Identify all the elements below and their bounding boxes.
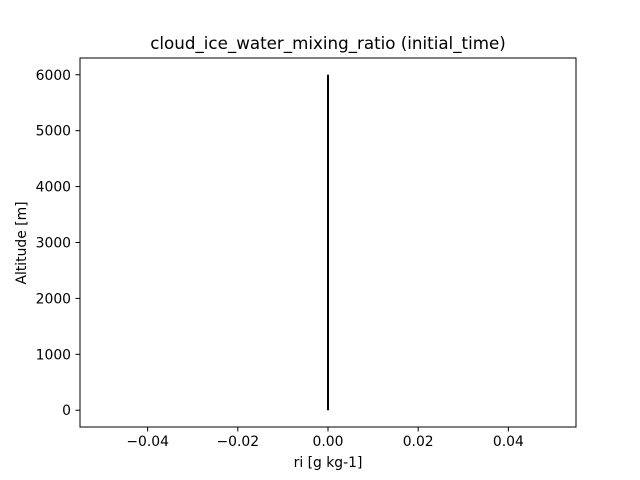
title-layer: cloud_ice_water_mixing_ratio (initial_ti… bbox=[150, 33, 506, 54]
label-layer: ri [g kg-1] Altitude [m] bbox=[14, 201, 362, 471]
x-tick-label: −0.04 bbox=[126, 434, 169, 450]
y-tick-label: 5000 bbox=[36, 124, 71, 140]
y-axis-label: Altitude [m] bbox=[14, 201, 30, 284]
axes-layer: −0.04 −0.02 0.00 0.02 0.04 0 1000 2000 3000 4000 5… bbox=[36, 57, 577, 450]
x-tick-label: 0.00 bbox=[313, 434, 344, 450]
x-tick-label: −0.02 bbox=[217, 434, 260, 450]
y-tick-label: 3000 bbox=[36, 236, 71, 252]
chart-title: cloud_ice_water_mixing_ratio (initial_ti… bbox=[150, 33, 506, 54]
x-tick-label: 0.04 bbox=[493, 434, 524, 450]
x-tick-label: 0.02 bbox=[403, 434, 434, 450]
y-tick-label: 6000 bbox=[36, 68, 71, 84]
y-tick-label: 0 bbox=[62, 403, 71, 419]
y-tick-label: 4000 bbox=[36, 180, 71, 196]
x-axis-label: ri [g kg-1] bbox=[294, 455, 363, 471]
y-tick-label: 2000 bbox=[36, 291, 71, 307]
y-tick-label: 1000 bbox=[36, 347, 71, 363]
